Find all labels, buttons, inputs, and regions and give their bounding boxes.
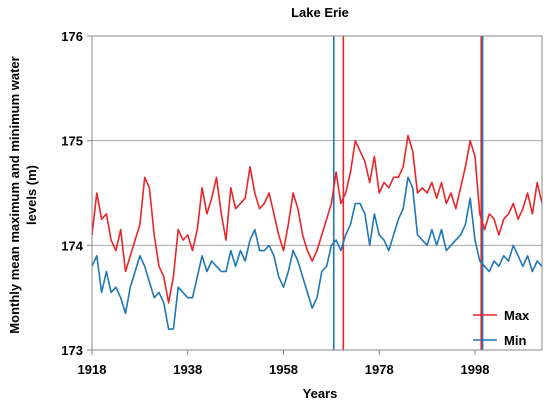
y-tick-label: 176 [61, 29, 83, 44]
vertical-markers [332, 36, 484, 350]
x-tick-label: 1938 [173, 362, 202, 377]
chart-title: Lake Erie [291, 5, 349, 20]
series-line-min [91, 176, 543, 330]
y-axis-label-line2: levels (m) [24, 165, 39, 225]
y-axis-label: Monthly mean maximum and minimum water l… [7, 56, 39, 333]
plot-area-frame [91, 35, 543, 351]
y-tick-label: 173 [61, 343, 83, 358]
legend-label-min: Min [504, 333, 526, 348]
x-axis-ticks: 1918 1938 1958 1978 1998 [78, 350, 490, 377]
gridlines [92, 140, 542, 246]
legend-label-max: Max [504, 308, 530, 323]
y-axis-ticks: 173 174 175 176 [61, 29, 92, 358]
series-lines [91, 134, 543, 330]
x-tick-label: 1958 [269, 362, 298, 377]
legend: Max Min [473, 308, 530, 348]
y-axis-label-line1: Monthly mean maximum and minimum water [7, 56, 22, 333]
x-tick-label: 1978 [365, 362, 394, 377]
y-tick-label: 174 [61, 238, 83, 253]
x-axis-label: Years [303, 386, 338, 401]
x-tick-label: 1998 [461, 362, 490, 377]
x-tick-label: 1918 [78, 362, 107, 377]
series-line-max [91, 134, 543, 304]
y-tick-label: 175 [61, 134, 83, 149]
